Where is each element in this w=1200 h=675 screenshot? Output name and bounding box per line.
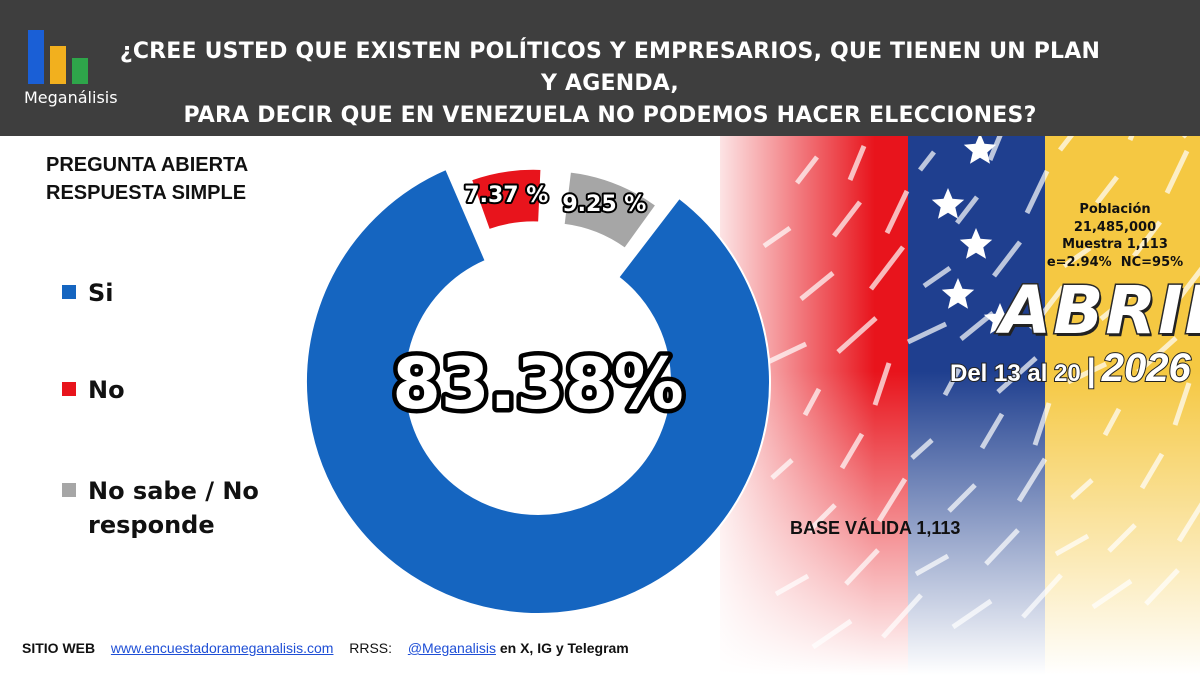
meganalisis-logo: Meganálisis: [22, 26, 118, 110]
data-label-no-sabe: 9.25 %: [562, 192, 646, 217]
legend-label-no: No: [88, 376, 125, 404]
donut-slice-no: [469, 167, 543, 232]
donut-slice-si: [305, 167, 771, 615]
donut-chart: 83.38% 7.37 % 9.25 %: [305, 167, 771, 615]
rrss-label: RRSS:: [349, 640, 393, 656]
footer: SITIO WEB www.encuestadorameganalisis.co…: [22, 640, 629, 656]
legend-swatch-no: [62, 382, 76, 396]
web-label: SITIO WEB: [22, 640, 96, 656]
logo-bar-green: [72, 58, 88, 84]
question-line-2: PARA DECIR QUE EN VENEZUELA NO PODEMOS H…: [183, 103, 1037, 128]
question-line-1: ¿CREE USTED QUE EXISTEN POLÍTICOS Y EMPR…: [119, 39, 1101, 96]
social-networks-text: en X, IG y Telegram: [499, 640, 629, 656]
legend-item-no: No: [62, 373, 125, 407]
brand-name: Meganálisis: [24, 88, 118, 107]
data-label-si: 83.38%: [392, 343, 684, 425]
logo-bar-yellow: [50, 46, 66, 84]
survey-question: ¿CREE USTED QUE EXISTEN POLÍTICOS Y EMPR…: [110, 36, 1110, 132]
month-title: ABRIL: [999, 271, 1200, 351]
error-nc-text: e=2.94% NC=95%: [1046, 254, 1184, 270]
study-info: Población 21,485,000 Muestra 1,113 e=2.9…: [1040, 201, 1190, 271]
donut-slice-no-sabe: [562, 170, 658, 251]
legend-label-si: Si: [88, 279, 114, 307]
date-range-text: Del 13 al 20: [949, 359, 1082, 388]
legend-label-no-sabe: No sabe / No responde: [88, 477, 259, 539]
legend-item-si: Si: [62, 276, 114, 310]
data-label-no: 7.37 %: [464, 183, 548, 208]
legend-swatch-no-sabe: [62, 483, 76, 497]
base-valida: BASE VÁLIDA 1,113: [790, 518, 961, 538]
question-type-line-1: PREGUNTA ABIERTA: [46, 154, 249, 176]
legend-swatch-si: [62, 285, 76, 299]
poblacion-label: Población: [1079, 202, 1151, 217]
poblacion-value: 21,485,000: [1073, 219, 1157, 235]
muestra-text: Muestra 1,113: [1062, 237, 1168, 252]
date-separator: |: [1086, 351, 1097, 389]
date-range: Del 13 al 20 | 2026: [949, 345, 1192, 391]
year-text: 2026: [1101, 345, 1192, 391]
question-type-line-2: RESPUESTA SIMPLE: [46, 182, 247, 204]
header-bar: Meganálisis ¿CREE USTED QUE EXISTEN POLÍ…: [0, 0, 1200, 136]
website-link[interactable]: www.encuestadorameganalisis.com: [110, 640, 334, 656]
logo-bar-blue: [28, 30, 44, 84]
legend-item-no-sabe: No sabe / No responde: [62, 474, 278, 542]
social-handle-link[interactable]: @Meganalisis: [407, 640, 496, 656]
